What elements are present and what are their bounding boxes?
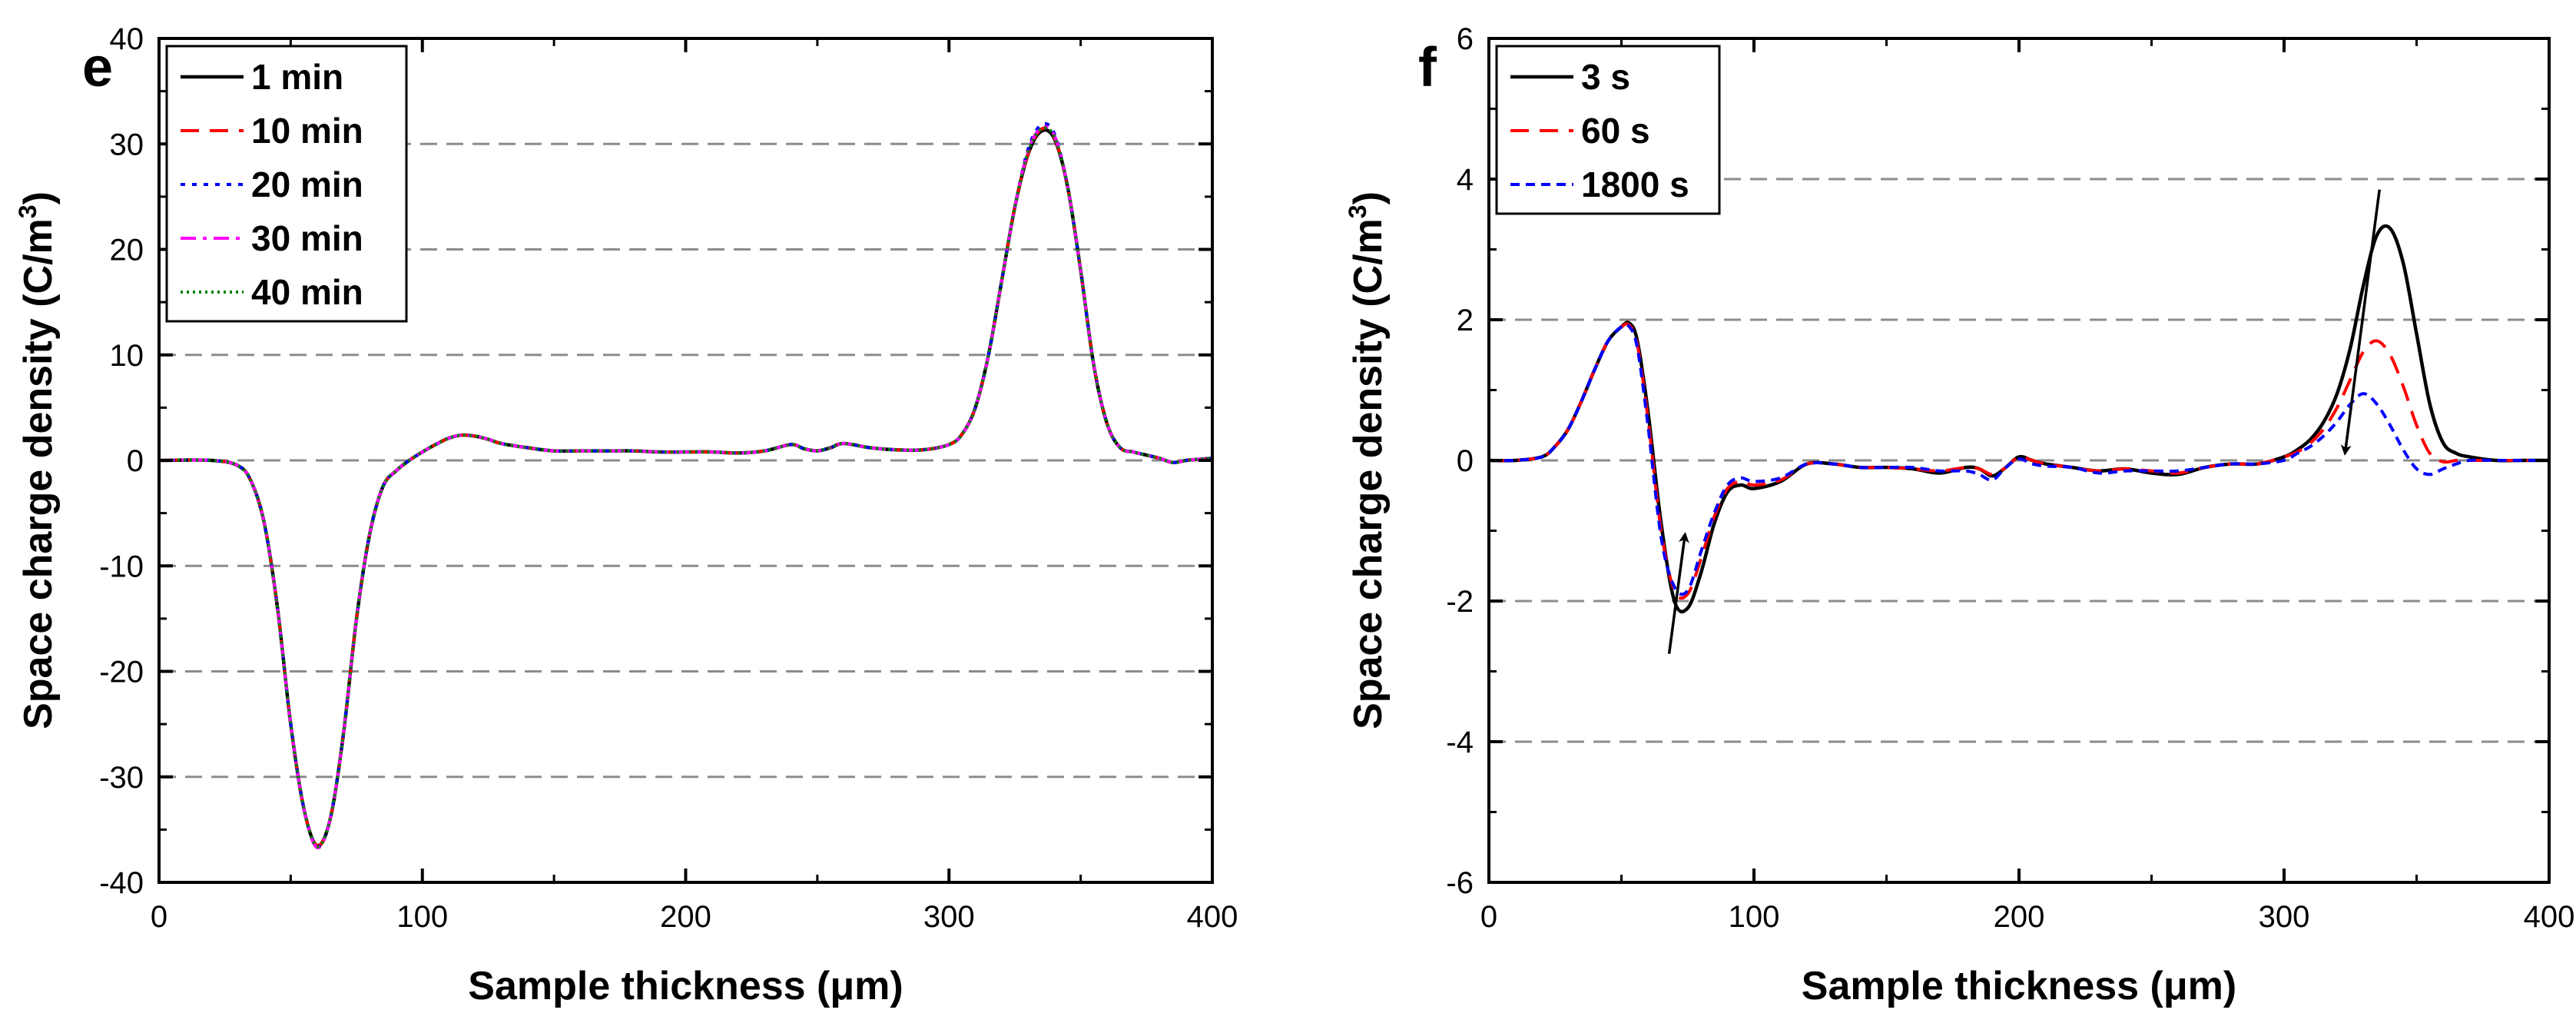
series-group: [159, 121, 1212, 849]
x-axis-label: Sample thickness (μm): [468, 964, 903, 1008]
x-tick-label: 400: [2524, 900, 2575, 934]
y-tick-label: 4: [1457, 163, 1474, 197]
y-tick-label: 6: [1457, 22, 1474, 56]
legend-label: 3 s: [1581, 57, 1630, 97]
legend-label: 10 min: [251, 111, 363, 151]
y-axis-label: Space charge density (C/m3): [14, 191, 61, 729]
y-axis-label: Space charge density (C/m3): [1344, 191, 1391, 729]
y-axis-label-superscript: 3: [1344, 204, 1371, 218]
annotation-arrow: [2340, 189, 2381, 456]
chart-panel-e: 0 100 200 300 400 -40 -30 -20 -10 0 10 20 30 40 Sample…: [14, 22, 1238, 1008]
x-tick-label: 0: [151, 900, 167, 934]
y-tick-label: 0: [1457, 444, 1474, 478]
series-group: [1489, 224, 2549, 614]
panel-label: e: [82, 37, 113, 98]
x-tick-label: 300: [923, 900, 975, 934]
y-axis-label-part: ): [1346, 191, 1391, 204]
x-tick-label: 200: [1994, 900, 2045, 934]
legend-label: 1800 s: [1581, 164, 1689, 204]
y-axis-label-part: Space charge density (C/m: [1346, 218, 1391, 729]
y-axis-label-part: ): [16, 191, 61, 204]
x-tick-label: 200: [660, 900, 711, 934]
y-axis-label-part: Space charge density (C/m: [16, 218, 61, 729]
x-tick-label: 300: [2259, 900, 2310, 934]
x-tick-label: 100: [396, 900, 448, 934]
y-tick-label: -30: [99, 761, 144, 795]
x-tick-label: 400: [1187, 900, 1238, 934]
panel-label: f: [1418, 37, 1437, 98]
y-tick-label: 0: [127, 444, 144, 478]
y-tick-label: 10: [110, 339, 144, 373]
y-tick-label: -10: [99, 550, 144, 583]
x-tick-label: 0: [1480, 900, 1497, 934]
y-tick-label: -20: [99, 656, 144, 689]
y-tick-label: 30: [110, 128, 144, 161]
series-line-1800-s: [1489, 323, 2549, 596]
legend-label: 1 min: [251, 57, 343, 97]
y-tick-label: 20: [110, 234, 144, 267]
y-tick-label: 40: [110, 22, 144, 56]
y-axis-label-superscript: 3: [14, 204, 41, 218]
chart-panel-f: 0 100 200 300 400 -6 -4 -2 0 2 4 6 Sample thickness …: [1344, 22, 2574, 1008]
annotation-arrow: [1667, 532, 1689, 654]
legend-label: 20 min: [251, 164, 363, 204]
legend-label: 60 s: [1581, 111, 1650, 151]
y-tick-label: -40: [99, 866, 144, 900]
legend-label: 40 min: [251, 272, 363, 312]
y-tick-label: 2: [1457, 304, 1474, 337]
y-tick-label: -2: [1446, 585, 1474, 619]
series-line-30-min: [159, 125, 1212, 849]
y-tick-label: -4: [1446, 726, 1474, 759]
x-axis-label: Sample thickness (μm): [1802, 964, 2236, 1008]
x-tick-label: 100: [1729, 900, 1780, 934]
legend-label: 30 min: [251, 218, 363, 258]
y-tick-label: -6: [1446, 866, 1474, 900]
